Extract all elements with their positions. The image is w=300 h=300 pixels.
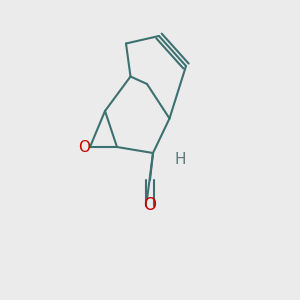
Text: O: O: [78, 140, 90, 155]
Text: O: O: [143, 196, 157, 214]
Text: H: H: [174, 152, 186, 167]
